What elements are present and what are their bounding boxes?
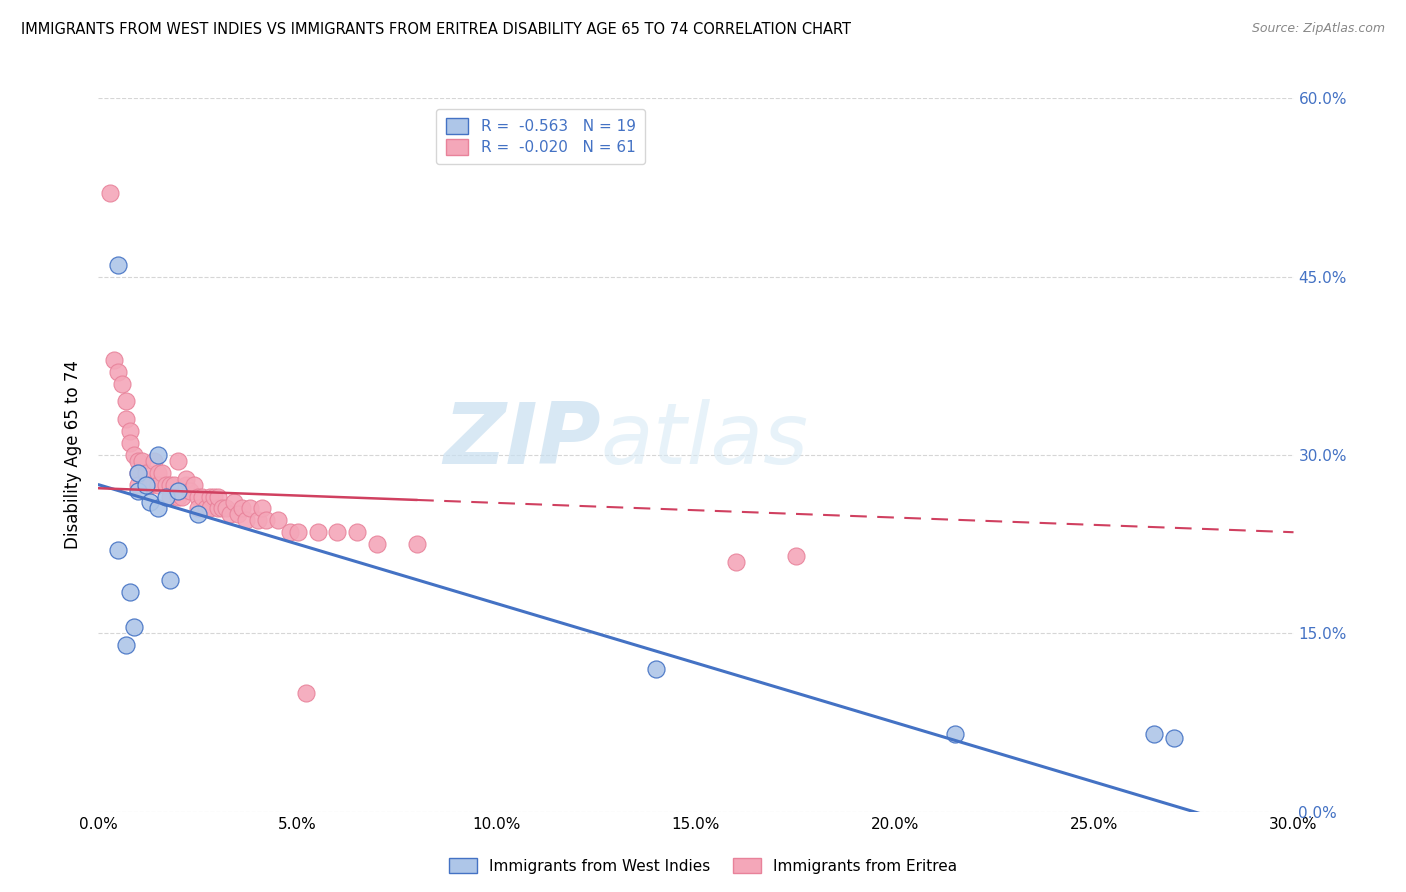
Point — [294, 686, 316, 700]
Point — [148, 477, 170, 491]
Point — [127, 454, 149, 468]
Point — [724, 555, 747, 569]
Point — [167, 483, 190, 498]
Point — [187, 501, 209, 516]
Point — [159, 573, 181, 587]
Point — [107, 365, 129, 379]
Point — [211, 501, 233, 516]
Point — [239, 501, 262, 516]
Point — [167, 490, 190, 504]
Point — [215, 501, 238, 516]
Point — [167, 454, 190, 468]
Point — [254, 513, 277, 527]
Point — [127, 466, 149, 480]
Legend: R =  -0.563   N = 19, R =  -0.020   N = 61: R = -0.563 N = 19, R = -0.020 N = 61 — [436, 110, 645, 164]
Y-axis label: Disability Age 65 to 74: Disability Age 65 to 74 — [65, 360, 83, 549]
Point — [226, 508, 249, 522]
Point — [111, 376, 134, 391]
Point — [207, 490, 229, 504]
Point — [100, 186, 122, 201]
Point — [115, 394, 138, 409]
Point — [1143, 727, 1166, 741]
Point — [785, 549, 807, 563]
Point — [191, 490, 214, 504]
Point — [202, 490, 225, 504]
Point — [131, 454, 153, 468]
Legend: Immigrants from West Indies, Immigrants from Eritrea: Immigrants from West Indies, Immigrants … — [443, 852, 963, 880]
Point — [120, 436, 142, 450]
Point — [366, 537, 388, 551]
Point — [219, 508, 242, 522]
Point — [346, 525, 368, 540]
Point — [287, 525, 309, 540]
Text: atlas: atlas — [600, 399, 808, 483]
Point — [127, 477, 149, 491]
Point — [231, 501, 253, 516]
Point — [172, 490, 194, 504]
Point — [115, 638, 138, 652]
Text: Source: ZipAtlas.com: Source: ZipAtlas.com — [1251, 22, 1385, 36]
Point — [159, 490, 181, 504]
Point — [326, 525, 349, 540]
Point — [174, 472, 197, 486]
Point — [187, 490, 209, 504]
Point — [148, 501, 170, 516]
Point — [235, 513, 257, 527]
Point — [148, 448, 170, 462]
Point — [135, 477, 157, 491]
Point — [207, 501, 229, 516]
Point — [1163, 731, 1185, 745]
Point — [159, 477, 181, 491]
Point — [150, 466, 173, 480]
Point — [127, 466, 149, 480]
Point — [187, 508, 209, 522]
Text: IMMIGRANTS FROM WEST INDIES VS IMMIGRANTS FROM ERITREA DISABILITY AGE 65 TO 74 C: IMMIGRANTS FROM WEST INDIES VS IMMIGRANT… — [21, 22, 851, 37]
Point — [148, 466, 170, 480]
Point — [198, 501, 221, 516]
Point — [139, 495, 162, 509]
Point — [135, 466, 157, 480]
Point — [124, 448, 146, 462]
Point — [155, 477, 177, 491]
Point — [198, 490, 221, 504]
Point — [127, 483, 149, 498]
Point — [645, 662, 668, 676]
Point — [174, 477, 197, 491]
Point — [179, 483, 201, 498]
Point — [163, 477, 186, 491]
Point — [139, 477, 162, 491]
Point — [120, 424, 142, 438]
Point — [107, 258, 129, 272]
Point — [103, 352, 125, 367]
Point — [143, 454, 166, 468]
Point — [155, 490, 177, 504]
Point — [246, 513, 269, 527]
Point — [222, 495, 245, 509]
Point — [250, 501, 273, 516]
Point — [307, 525, 329, 540]
Point — [267, 513, 290, 527]
Point — [120, 584, 142, 599]
Point — [278, 525, 301, 540]
Text: ZIP: ZIP — [443, 399, 600, 483]
Point — [195, 501, 218, 516]
Point — [183, 477, 205, 491]
Point — [107, 543, 129, 558]
Point — [943, 727, 966, 741]
Point — [115, 412, 138, 426]
Point — [406, 537, 429, 551]
Point — [124, 620, 146, 634]
